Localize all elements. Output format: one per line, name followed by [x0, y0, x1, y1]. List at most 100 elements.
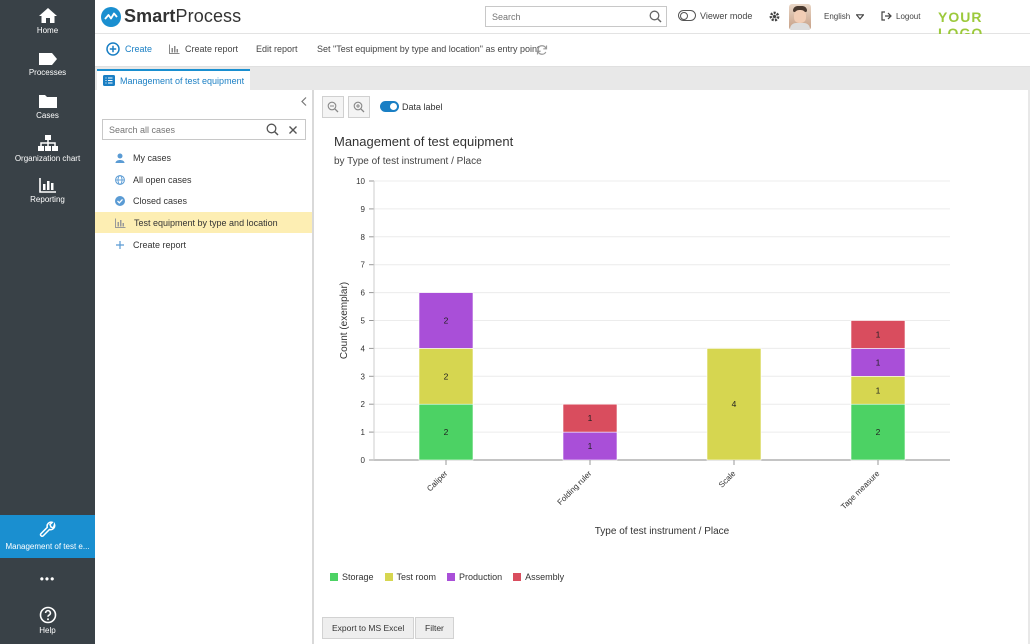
nav-cases[interactable]: Cases	[0, 93, 95, 120]
nav-help-label: Help	[39, 626, 56, 635]
data-label-text: Data label	[402, 101, 443, 112]
brand-smart: Smart	[124, 6, 176, 26]
nav-more[interactable]: •••	[0, 572, 95, 586]
legend-swatch	[447, 573, 456, 581]
x-axis-label: Type of test instrument / Place	[595, 526, 730, 537]
legend-swatch	[513, 573, 522, 581]
export-excel-button[interactable]: Export to MS Excel	[322, 617, 415, 639]
sidebar-item-test-equipment-report[interactable]: Test equipment by type and location	[95, 212, 312, 233]
smartprocess-logo-icon	[101, 6, 121, 27]
y-tick-label: 2	[361, 400, 366, 409]
home-icon	[38, 8, 57, 23]
legend-swatch	[330, 573, 338, 581]
wrench-icon	[39, 521, 55, 537]
bar-data-label: 1	[588, 413, 593, 423]
sidebar-item-closed-cases[interactable]: Closed cases	[95, 190, 312, 211]
create-label: Create	[125, 44, 153, 54]
nav-home-label: Home	[36, 26, 59, 35]
legend-label: Storage	[342, 572, 374, 582]
check-circle-icon	[115, 195, 125, 206]
bar-data-label: 2	[444, 427, 449, 437]
bar-data-label: 1	[876, 357, 881, 367]
search-icon[interactable]	[266, 123, 279, 136]
logout-button[interactable]: Logout	[881, 11, 920, 21]
legend-item[interactable]: Storage	[330, 572, 374, 582]
bar-data-label: 1	[876, 329, 881, 339]
brand-logo[interactable]: SmartProcess	[101, 6, 241, 27]
nav-help[interactable]: Help	[0, 606, 95, 635]
data-label-toggle[interactable]: Data label	[380, 101, 443, 112]
chart-title: Management of test equipment	[334, 134, 514, 149]
legend-item[interactable]: Assembly	[513, 572, 564, 582]
list-icon	[103, 75, 115, 86]
chevron-down-icon	[856, 13, 865, 20]
viewer-mode-toggle[interactable]: Viewer mode	[678, 10, 752, 21]
folder-icon	[38, 95, 57, 108]
language-select[interactable]: English	[824, 12, 865, 21]
sidebar-item-all-open-cases[interactable]: All open cases	[95, 169, 312, 190]
edit-report-button[interactable]: Edit report	[256, 44, 298, 54]
zoom-out-icon	[327, 101, 339, 113]
tab-strip: Management of test equipment	[95, 67, 1030, 90]
global-search-input[interactable]	[486, 7, 641, 26]
create-report-label: Create report	[185, 44, 239, 54]
y-tick-label: 0	[361, 456, 366, 465]
bar-chart-icon	[115, 218, 126, 228]
sidebar-item-my-cases[interactable]: My cases	[95, 147, 312, 168]
set-entry-point-button[interactable]: Set "Test equipment by type and location…	[317, 44, 540, 54]
cases-sidebar: My cases All open cases Closed cases Tes…	[95, 90, 313, 644]
nav-organization-chart[interactable]: Organization chart	[0, 134, 95, 163]
bar-segment	[418, 292, 474, 349]
scrollbar-track	[1028, 90, 1030, 644]
logout-label: Logout	[896, 11, 921, 21]
nav-home[interactable]: Home	[0, 7, 95, 35]
bar-data-label: 1	[588, 441, 593, 451]
nav-management-of-test-equipment[interactable]: Management of test e...	[0, 515, 95, 558]
global-search	[485, 6, 667, 27]
help-icon	[39, 606, 56, 624]
refresh-icon[interactable]	[536, 44, 548, 56]
case-search-input[interactable]	[103, 120, 253, 139]
globe-icon	[115, 174, 125, 185]
legend-swatch	[384, 573, 393, 581]
y-tick-label: 6	[361, 289, 366, 298]
avatar[interactable]	[789, 4, 811, 30]
legend-item[interactable]: Test room	[384, 572, 437, 582]
search-icon[interactable]	[649, 10, 662, 23]
bar-segment	[850, 403, 906, 461]
y-tick-label: 9	[361, 205, 366, 214]
legend-item[interactable]: Production	[447, 572, 502, 582]
zoom-out-button[interactable]	[322, 96, 344, 118]
brand-process: Process	[175, 6, 242, 26]
legend-label: Test room	[396, 572, 437, 582]
sidebar-item-label: Create report	[133, 239, 187, 250]
bar-segment	[706, 348, 762, 461]
x-tick-label: Caliper	[425, 469, 450, 494]
x-tick-label: Tape measure	[839, 469, 882, 512]
bar-segment	[850, 348, 906, 377]
plus-circle-icon	[106, 42, 120, 56]
gear-icon[interactable]	[768, 10, 781, 23]
nav-processes-label: Processes	[28, 68, 67, 77]
bar-segment	[562, 431, 618, 461]
create-report-button[interactable]: Create report	[169, 44, 238, 54]
filter-button[interactable]: Filter	[415, 617, 454, 639]
zoom-in-button[interactable]	[348, 96, 370, 118]
sidebar-item-label: My cases	[133, 152, 172, 163]
create-button[interactable]: Create	[106, 42, 152, 56]
panel-divider[interactable]	[313, 90, 314, 644]
plus-icon	[116, 240, 124, 249]
nav-processes[interactable]: Processes	[0, 52, 95, 77]
bar-data-label: 4	[732, 399, 737, 409]
tab-management-of-test-equipment[interactable]: Management of test equipment	[97, 69, 251, 90]
viewer-mode-label: Viewer mode	[700, 10, 753, 21]
bar-segment	[850, 320, 906, 349]
nav-active-label: Management of test e...	[5, 542, 90, 551]
sidebar-item-create-report[interactable]: Create report	[95, 234, 312, 255]
nav-cases-label: Cases	[36, 111, 59, 120]
close-icon[interactable]	[288, 125, 298, 135]
nav-reporting[interactable]: Reporting	[0, 177, 95, 204]
left-navigation: Home Processes Cases Organization chart …	[0, 0, 95, 644]
collapse-icon[interactable]	[301, 97, 307, 106]
stacked-bar-chart: 0 1 2 3 4 5 6 7 8 9 10 Count (exemplar) 2 2 2 Caliper 1 1…	[339, 177, 950, 537]
